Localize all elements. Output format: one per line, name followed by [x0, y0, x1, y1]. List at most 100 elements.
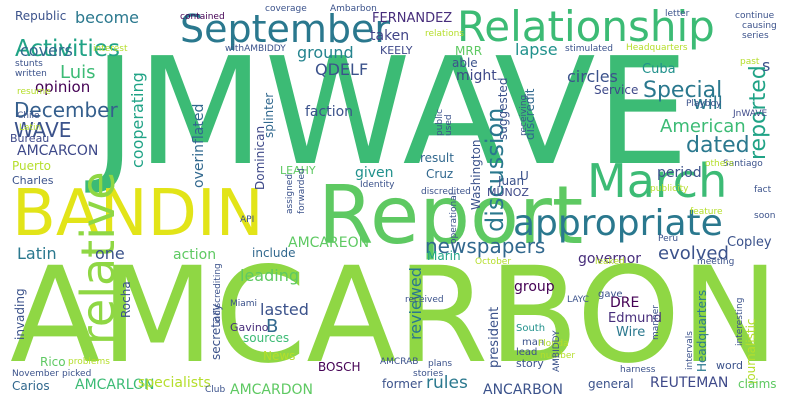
word-edmund: Edmund	[608, 311, 662, 326]
word-activities: Activities	[15, 36, 120, 62]
word-opinion: opinion	[35, 78, 91, 96]
word-september: September	[180, 7, 391, 51]
word-lasted: lasted	[260, 300, 309, 319]
word-washington: Washington	[469, 139, 483, 210]
word-s: s	[762, 56, 771, 75]
word-mrr: MRR	[455, 44, 483, 58]
word-wave: WAVE	[14, 118, 72, 142]
word-jmwave: JMWAVE	[93, 26, 690, 198]
word-word: word	[716, 359, 744, 372]
word-others: others	[705, 159, 734, 169]
word-leading: leading	[240, 266, 299, 285]
word-chile: Chile	[17, 111, 40, 121]
word-covers: covers	[20, 41, 73, 60]
word-used: used	[444, 114, 454, 136]
word-amcarlon: AMCARLON	[75, 377, 155, 393]
word-ambarbon: Ambarbon	[330, 4, 377, 14]
word-october: October	[475, 257, 512, 267]
word-assigned: assigned	[285, 173, 295, 214]
word-amcarcon: AMCARCON	[17, 143, 99, 159]
word-american: American	[660, 116, 746, 137]
word-gave: gave	[598, 289, 623, 300]
word-splinter: splinter	[262, 92, 276, 138]
word-action: action	[173, 247, 217, 263]
word-stories: stories	[413, 369, 444, 379]
word-bandin: BANDIN	[12, 177, 264, 251]
word-rocha: Rocha	[119, 281, 133, 318]
word-letter: letter	[665, 9, 690, 19]
word-cruz: Cruz	[426, 167, 454, 181]
word-operational: operational	[449, 192, 459, 244]
word-leahy: LEAHY	[280, 164, 316, 177]
word-amcrab: AMCRAB	[380, 357, 419, 367]
word-story: story	[516, 357, 544, 370]
word-peru: Peru	[658, 234, 679, 244]
word-november: November	[12, 369, 59, 379]
word-carios: Carios	[12, 379, 50, 393]
word-club: Club	[205, 385, 226, 395]
word-cooperating: cooperating	[128, 72, 147, 168]
word-b: B	[266, 316, 279, 337]
word-written: written	[15, 69, 47, 79]
word-newspapers: newspapers	[425, 234, 546, 258]
word-republic: Republic	[15, 9, 67, 23]
word-plans: plans	[428, 359, 453, 369]
word-keely: KEELY	[380, 44, 413, 57]
word-withambiddy: withAMBIDDY	[225, 44, 286, 54]
word-governor: governor	[578, 251, 642, 267]
word-former: former	[382, 377, 423, 391]
word-jnwave: JnWAVE	[733, 109, 768, 119]
word-forwarded: forwarded	[297, 168, 307, 214]
word-service: Service	[594, 83, 639, 97]
word-news: News	[263, 349, 296, 363]
word-taken: taken	[370, 28, 410, 44]
word-march: March	[587, 154, 728, 208]
word-layc: LAYC	[567, 295, 589, 305]
word-might: might	[456, 68, 497, 84]
word-circles: circles	[567, 67, 618, 86]
word-florida: Florida	[538, 339, 569, 349]
word-continue: continue	[735, 11, 775, 21]
word-result: result	[420, 151, 454, 165]
word-causing: causing	[742, 21, 777, 31]
word-puerto: Puerto	[12, 159, 51, 173]
word-playboy: Playboy	[686, 99, 722, 109]
word-indiscrediting: indiscrediting	[213, 263, 223, 324]
word-amcarbon: AMCARBON	[10, 239, 780, 393]
word-december: December	[14, 98, 118, 122]
word-bosch: BOSCH	[318, 360, 361, 374]
word-bureau: Bureau	[10, 132, 50, 145]
word-overinflated: overinflated	[191, 103, 207, 188]
word-wire: Wire	[616, 325, 646, 340]
word-publicity: publicity	[650, 184, 689, 194]
word-munoz: MUNOZ	[487, 186, 529, 199]
word-amcareon: AMCAREON	[288, 235, 370, 251]
word-include: include	[252, 246, 296, 260]
word-dated: dated	[686, 133, 750, 158]
word-past: past	[740, 57, 760, 67]
word-reuteman: REUTEMAN	[650, 375, 729, 391]
word-relationship: Relationship	[457, 2, 715, 51]
word-able: able	[452, 56, 478, 70]
word-resume: resume	[17, 87, 51, 97]
word-marin: Marin	[427, 249, 461, 263]
word-receiving: receiving	[519, 94, 529, 136]
word-ancarbon: ANCARBON	[483, 382, 563, 398]
word-intervals: intervals	[685, 330, 695, 370]
word-man: man	[522, 337, 545, 348]
word-evolved: evolved	[658, 243, 729, 264]
word-lapse: lapse	[515, 40, 558, 59]
word-journalistic: journalistic	[744, 318, 758, 384]
word-ambiddy: AMBIDDY	[552, 330, 562, 372]
word-amcardon: AMCARDON	[230, 382, 314, 398]
word-rules: rules	[426, 373, 468, 393]
word-faction: faction	[305, 104, 354, 120]
word-number: number	[540, 351, 576, 361]
word-one: one	[95, 244, 125, 263]
word-report: Report	[318, 169, 584, 262]
word-interest: interest	[93, 44, 128, 54]
word-miami: Miami	[230, 299, 258, 309]
word-feature: feature	[690, 207, 723, 217]
word-ground: ground	[297, 43, 354, 62]
